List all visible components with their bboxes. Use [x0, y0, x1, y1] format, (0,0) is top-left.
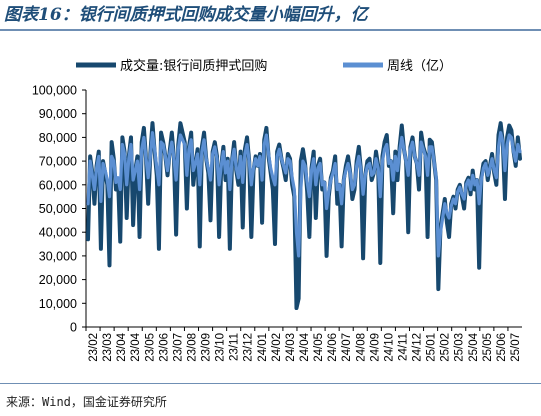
x-tick-label: 25/04	[468, 332, 480, 361]
x-tick-label: 23/08	[186, 333, 198, 362]
x-tick-label: 24/04	[299, 332, 311, 361]
series-line-weekly	[86, 131, 522, 258]
y-tick-label: 30,000	[39, 249, 77, 263]
axes: 0 10,000 20,000 30,000 40,000 50,000 60,000 70,…	[32, 84, 522, 362]
legend-label-weekly: 周线（亿）	[387, 59, 452, 74]
x-tick-label: 24/01	[257, 333, 269, 362]
series-layer	[86, 121, 522, 311]
x-tick-label: 23/04	[116, 332, 128, 361]
figure-title: 图表16：银行间质押式回购成交量小幅回升，亿	[4, 5, 368, 25]
x-tick-label: 24/11	[397, 333, 409, 361]
x-tick-label: 23/07	[172, 333, 184, 362]
x-tick-label: 25/05	[482, 333, 494, 362]
y-tick-label: 40,000	[39, 226, 77, 240]
x-tick-label: 25/03	[454, 333, 466, 362]
y-tick-label: 0	[70, 321, 77, 335]
series-line-daily	[86, 121, 522, 311]
title-rule	[0, 29, 541, 31]
x-tick-label: 24/08	[355, 333, 367, 362]
chart-area: 成交量:银行间质押式回购 周线（亿） 0 10,000 20,000 30,000 40…	[32, 58, 522, 362]
x-tick-label: 23/05	[144, 333, 156, 362]
legend: 成交量:银行间质押式回购 周线（亿）	[76, 58, 452, 74]
x-tick-label: 25/06	[496, 333, 508, 362]
x-tick-label: 24/09	[369, 333, 381, 362]
y-tick-label: 80,000	[39, 131, 77, 145]
y-tick-label: 70,000	[39, 155, 77, 169]
y-tick-label: 10,000	[39, 297, 77, 311]
bottom-rule	[0, 383, 541, 384]
y-tick-label: 60,000	[39, 178, 77, 192]
x-tick-label: 24/06	[327, 333, 339, 362]
x-tick-label: 23/10	[215, 333, 227, 362]
x-tick-label: 23/11	[229, 333, 241, 361]
x-tick-label: 24/07	[341, 333, 353, 362]
x-tick-label: 23/03	[102, 333, 114, 362]
x-tick-label: 24/05	[313, 333, 325, 362]
y-tick-label: 20,000	[39, 273, 77, 287]
x-tick-label: 23/12	[243, 333, 255, 362]
x-tick-label: 25/01	[426, 333, 438, 362]
y-tick-label: 50,000	[39, 202, 77, 216]
x-tick-label: 25/02	[440, 333, 452, 362]
x-tick-label: 23/04	[130, 332, 142, 361]
x-tick-label: 24/12	[412, 333, 424, 362]
x-tick-label: 24/10	[383, 333, 395, 362]
legend-label-daily: 成交量:银行间质押式回购	[120, 58, 267, 74]
x-tick-label: 24/03	[285, 333, 297, 362]
x-tick-label: 25/07	[510, 333, 522, 362]
x-tick-label: 23/02	[88, 333, 100, 362]
x-tick-label: 24/02	[271, 333, 283, 362]
y-tick-label: 100,000	[32, 84, 77, 98]
y-tick-label: 90,000	[39, 107, 77, 121]
x-tick-label: 23/09	[201, 333, 213, 362]
x-tick-label: 23/06	[158, 333, 170, 362]
figure-source: 来源：Wind，国金证券研究所	[6, 395, 167, 409]
